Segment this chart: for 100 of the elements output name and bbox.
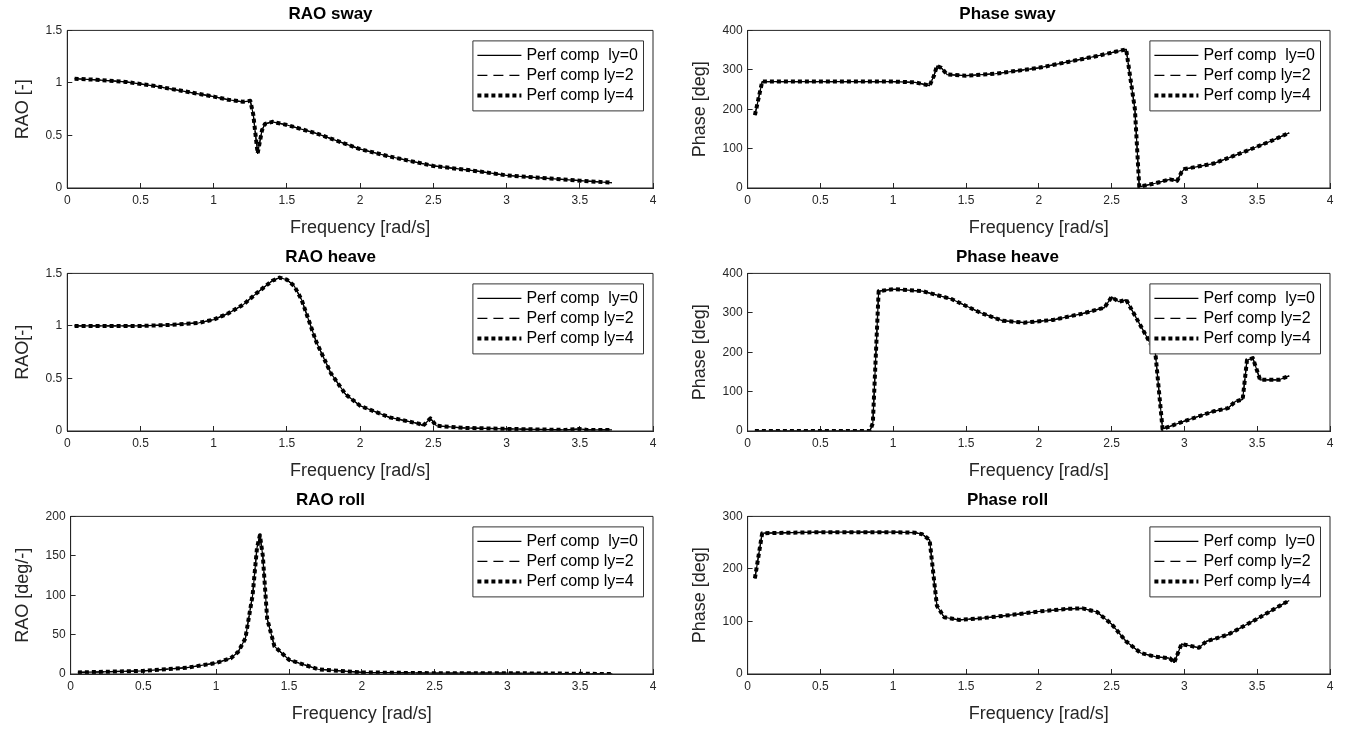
x-tick-label: 1.5: [280, 678, 298, 693]
y-tick-label: 1.5: [45, 265, 63, 280]
legend-label: Perf comp ly=2: [1203, 308, 1311, 326]
x-tick-label: 1: [212, 678, 220, 693]
x-tick-label: 3: [1181, 678, 1189, 693]
x-tick-label: 0.5: [812, 435, 830, 450]
x-tick-label: 3: [504, 678, 512, 693]
x-axis-title: Frequency [rad/s]: [290, 460, 431, 481]
x-tick-label: 2.5: [425, 435, 443, 450]
x-tick-label: 2: [1035, 678, 1043, 693]
x-tick-label: 3.5: [1248, 678, 1266, 693]
x-tick-label: 1: [210, 435, 218, 450]
legend-label: Perf comp ly=4: [526, 328, 634, 346]
y-axis-title: RAO [-]: [11, 79, 32, 140]
x-tick-label: 3.5: [571, 435, 589, 450]
chart-title: Phase heave: [955, 246, 1060, 266]
x-tick-label: 1.5: [278, 192, 296, 207]
x-tick-label: 1.5: [278, 435, 296, 450]
y-tick-label: 400: [722, 265, 743, 280]
y-tick-label: 0: [735, 423, 743, 438]
x-tick-label: 2: [1035, 192, 1043, 207]
x-tick-label: 4: [649, 678, 657, 693]
legend-label: Perf comp ly=2: [1203, 551, 1311, 569]
y-tick-label: 50: [52, 626, 66, 641]
legend-label: Perf comp ly=4: [1203, 85, 1311, 103]
chart-title: RAO heave: [285, 246, 376, 266]
legend-label: Perf comp ly=2: [526, 551, 634, 569]
x-tick-label: 0.5: [812, 678, 830, 693]
chart-title: Phase roll: [966, 489, 1049, 509]
y-tick-label: 300: [722, 508, 743, 523]
y-axis-title: Phase [deg]: [688, 61, 709, 158]
x-tick-label: 2: [1035, 435, 1043, 450]
legend-label: Perf comp ly=2: [1203, 65, 1311, 83]
chart-title: RAO sway: [288, 3, 374, 23]
y-axis-title: RAO[-]: [11, 324, 32, 380]
x-tick-label: 1.5: [957, 678, 975, 693]
x-tick-label: 3.5: [571, 192, 589, 207]
y-axis-title: Phase [deg]: [688, 304, 709, 401]
y-tick-label: 0.5: [45, 127, 63, 142]
y-tick-label: 1.5: [45, 22, 63, 37]
y-axis-title: Phase [deg]: [688, 547, 709, 644]
x-tick-label: 3.5: [1248, 435, 1266, 450]
y-tick-label: 400: [722, 22, 743, 37]
legend-label: Perf comp ly=0: [526, 45, 639, 63]
x-tick-label: 3: [503, 192, 511, 207]
x-tick-label: 3: [503, 435, 511, 450]
x-tick-label: 1: [889, 192, 897, 207]
x-tick-label: 2: [356, 192, 364, 207]
legend-label: Perf comp ly=0: [526, 531, 639, 549]
y-tick-label: 150: [45, 548, 66, 563]
x-tick-label: 1: [210, 192, 218, 207]
chart-title: RAO roll: [296, 489, 365, 509]
y-axis-title: RAO [deg/-]: [11, 547, 32, 643]
y-tick-label: 0: [735, 180, 743, 195]
y-tick-label: 1: [55, 318, 63, 333]
x-tick-label: 4: [649, 435, 657, 450]
legend-label: Perf comp ly=0: [526, 288, 639, 306]
x-tick-label: 0.5: [132, 435, 150, 450]
x-tick-label: 4: [649, 192, 657, 207]
x-tick-label: 2.5: [1103, 678, 1121, 693]
x-tick-label: 2: [358, 678, 366, 693]
legend-label: Perf comp ly=0: [1203, 45, 1316, 63]
y-tick-label: 100: [722, 383, 743, 398]
x-axis-title: Frequency [rad/s]: [968, 703, 1109, 724]
legend-label: Perf comp ly=0: [1203, 531, 1316, 549]
legend-label: Perf comp ly=4: [1203, 571, 1311, 589]
y-tick-label: 0: [58, 666, 66, 681]
x-axis-title: Frequency [rad/s]: [290, 217, 431, 238]
legend-label: Perf comp ly=4: [526, 571, 634, 589]
legend-label: Perf comp ly=4: [1203, 328, 1311, 346]
legend-label: Perf comp ly=0: [1203, 288, 1316, 306]
x-axis-title: Frequency [rad/s]: [968, 217, 1109, 238]
chart-title: Phase sway: [959, 3, 1057, 23]
x-tick-label: 0.5: [812, 192, 830, 207]
x-tick-label: 4: [1326, 435, 1334, 450]
x-tick-label: 1.5: [957, 192, 975, 207]
x-tick-label: 1.5: [957, 435, 975, 450]
x-tick-label: 2.5: [1103, 435, 1121, 450]
x-tick-label: 2.5: [425, 192, 443, 207]
x-axis-title: Frequency [rad/s]: [291, 703, 432, 724]
x-tick-label: 3: [1181, 192, 1189, 207]
x-tick-label: 2: [356, 435, 364, 450]
y-tick-label: 1: [55, 75, 63, 90]
x-tick-label: 0.5: [132, 192, 150, 207]
x-tick-label: 3.5: [571, 678, 589, 693]
x-axis-title: Frequency [rad/s]: [968, 460, 1109, 481]
x-tick-label: 1: [889, 678, 897, 693]
x-tick-label: 2.5: [1103, 192, 1121, 207]
x-tick-label: 3.5: [1248, 192, 1266, 207]
y-tick-label: 0: [55, 423, 63, 438]
y-tick-label: 100: [722, 613, 743, 628]
y-tick-label: 0: [55, 180, 63, 195]
y-tick-label: 200: [722, 561, 743, 576]
x-tick-label: 2.5: [426, 678, 444, 693]
y-tick-label: 100: [722, 140, 743, 155]
y-tick-label: 300: [722, 62, 743, 77]
x-tick-label: 4: [1326, 678, 1334, 693]
y-tick-label: 0: [735, 666, 743, 681]
x-tick-label: 1: [889, 435, 897, 450]
y-tick-label: 200: [45, 508, 66, 523]
